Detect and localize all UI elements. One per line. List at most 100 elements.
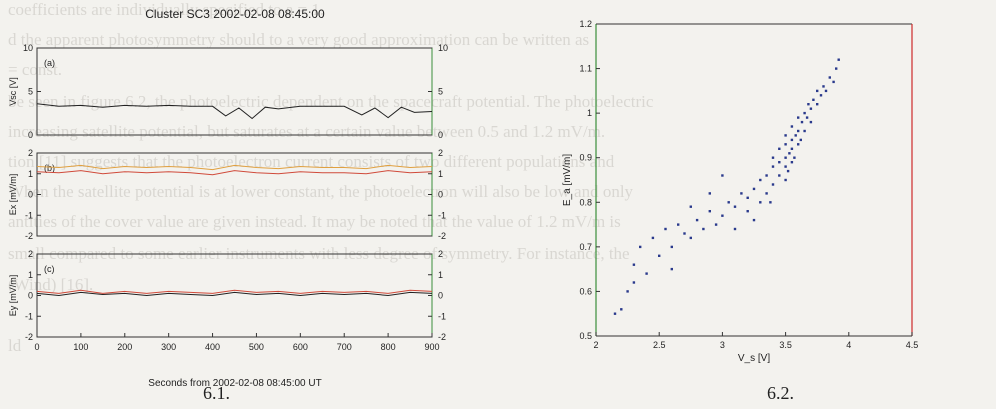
y-tick-label-right: 1 [438, 169, 443, 179]
y-tick-label: -2 [25, 332, 33, 342]
y-tick-label: -2 [25, 231, 33, 241]
scatter-point [721, 174, 724, 177]
y-axis-label: Vsc [V] [8, 77, 18, 106]
figure-6-1: Cluster SC3 2002-02-08 08:45:00 (a)10 105… [8, 7, 448, 389]
x-tick-label: 4 [846, 340, 851, 350]
panel-tag: (b) [44, 163, 55, 173]
scatter-point [752, 187, 756, 191]
bg-line-3: = const. [8, 60, 62, 79]
scatter-point [689, 205, 692, 208]
x-tick-label: 800 [381, 342, 396, 352]
scatter-point [819, 94, 823, 97]
series-line-0 [36, 164, 433, 171]
scatter-point [800, 120, 804, 124]
scatter-point [797, 116, 800, 119]
scatter-point [816, 103, 819, 106]
x-tick-label: 4.5 [906, 340, 919, 350]
y-tick-label: 0 [28, 291, 33, 301]
y-tick-label-right: -1 [438, 210, 446, 220]
figure-6-2: 2 2.5 3 3.5 4 4.5 1.2 1.1 1 0.9 0.8 0.7 0.6 0.5 V_s [V… [562, 19, 918, 364]
scatter-point [632, 263, 636, 266]
y-tick-label: 0.7 [579, 242, 592, 252]
x-tick-label: 200 [117, 342, 132, 352]
scatter-point [765, 174, 768, 177]
scatter-point [702, 227, 705, 231]
y-tick-label: 1.1 [579, 64, 592, 74]
scatter-point [740, 192, 743, 195]
scatter-point [708, 192, 711, 195]
bg-line-7: When the satellite potential is at lower… [8, 182, 634, 201]
scatter-point [816, 89, 819, 93]
y-tick-label-right: 0 [438, 190, 443, 200]
scatter-point [769, 201, 772, 204]
x-tick-label: 400 [205, 342, 220, 352]
scatter-point [803, 111, 806, 115]
x-tick-label: 3.5 [779, 340, 792, 350]
panel-frame [36, 47, 433, 136]
scatter-point [689, 236, 692, 240]
panel-0: (a) 10 10 5 5 0 0 Vsc [V] [8, 43, 448, 140]
scatter-point [670, 245, 673, 249]
scatter-point [651, 236, 655, 240]
x-tick-label: 300 [161, 342, 176, 352]
scatter-point [727, 201, 730, 204]
y-tick-label-right: 5 [438, 87, 443, 97]
x-tick-label: 900 [424, 342, 439, 352]
x-tick-label: 100 [73, 342, 88, 352]
scatter-point [784, 143, 787, 146]
scatter-point [746, 210, 749, 213]
scatter-point [613, 312, 617, 315]
scatter-point [721, 214, 724, 217]
scatter-point [645, 272, 648, 275]
x-axis-label: V_s [V] [738, 353, 770, 364]
y-tick-label: 2 [28, 249, 33, 259]
scatter-point [620, 308, 623, 311]
y-tick-label-right: 2 [438, 249, 443, 259]
panel-tag: (c) [44, 264, 55, 274]
scatter-point [828, 76, 831, 79]
y-tick-label-right: 2 [438, 148, 443, 158]
scatter-point [805, 116, 809, 119]
scatter-point [788, 152, 791, 155]
scatter-point [784, 178, 787, 182]
y-tick-label-right: 1 [438, 270, 443, 280]
bg-line-5: increasing satellite potential, but satu… [8, 122, 606, 141]
scatter-point [714, 223, 718, 226]
scatter-point [733, 227, 737, 231]
scatter-point [809, 120, 813, 124]
scatter-point [708, 210, 711, 213]
bg-line-8: antities of the cover value are given in… [8, 212, 621, 231]
scatter-point [664, 227, 667, 231]
scatter-point [771, 183, 775, 186]
y-tick-label: 1 [28, 270, 33, 280]
scatter-point [771, 165, 775, 168]
scatter-point [759, 178, 762, 182]
scatter-point [746, 196, 749, 199]
bg-line-11: ld [8, 336, 22, 355]
scatter-point [765, 192, 768, 195]
y-axis-label: Ex [mV/m] [8, 174, 18, 216]
scatter-point [786, 169, 790, 173]
y-tick-label: 10 [23, 43, 33, 53]
scatter-point [759, 201, 762, 204]
bg-line-6: tion [11] suggests that the photoelectro… [8, 152, 615, 171]
x-tick-label: 600 [293, 342, 308, 352]
x-tick-label: 0 [34, 342, 39, 352]
scatter-point [670, 267, 673, 271]
y-axis-label: Ey [mV/m] [8, 275, 18, 317]
x-tick-label: 500 [249, 342, 264, 352]
scatter-point [658, 254, 661, 257]
panel-frame [36, 253, 433, 338]
scatter-point [807, 103, 810, 106]
series-line-1 [36, 170, 433, 176]
x-tick-label: 700 [337, 342, 352, 352]
x-tick-label: 2 [593, 340, 598, 350]
panel-2: (c) 2 2 1 1 0 0 -1 -1 -2 -2 Ey [mV/m] [8, 249, 446, 342]
scatter-point [677, 223, 680, 226]
x-axis-label: Seconds from 2002-02-08 08:45:00 UT [148, 378, 321, 389]
scatter-point [790, 138, 794, 142]
scatter-point [639, 245, 642, 249]
scatter-point [778, 174, 781, 177]
y-tick-label: 0.6 [579, 286, 592, 296]
